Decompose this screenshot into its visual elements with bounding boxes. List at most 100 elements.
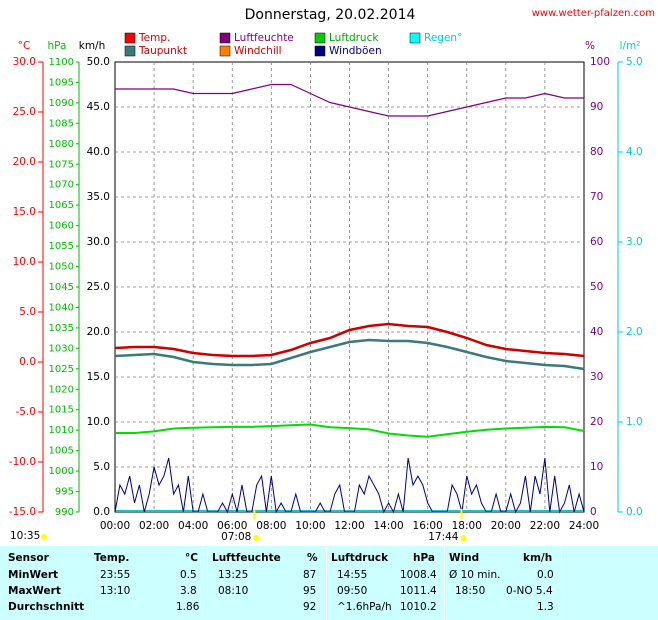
wind-tick-label: 0.0 xyxy=(93,506,110,518)
stats-header-temp-unit: °C xyxy=(185,552,198,564)
series-wind-line xyxy=(114,457,585,514)
stats-row-label: MinWert xyxy=(8,569,59,581)
stats-hum-value: 92 xyxy=(303,601,317,613)
unit-celsius: °C xyxy=(18,40,31,52)
legend-label: Windböen xyxy=(329,45,382,57)
stats-wind-value: 1.3 xyxy=(537,601,554,613)
pct-tick-label: 10 xyxy=(590,461,603,473)
time-tick-label: 14:00 xyxy=(373,520,403,532)
stats-hum-value: 95 xyxy=(303,585,317,597)
sun-marker-label: 07:08 xyxy=(221,531,251,543)
time-tick-label: 10:00 xyxy=(295,520,325,532)
stats-row-label: Durchschnitt xyxy=(8,601,85,613)
legend-label: Regen° xyxy=(424,32,462,44)
legend-swatch xyxy=(219,32,231,44)
stats-wind-time: Ø 10 min. xyxy=(449,569,501,581)
celsius-tick-label: 30.0 xyxy=(13,56,36,68)
legend-label: Temp. xyxy=(138,32,170,44)
legend-swatch xyxy=(409,32,421,44)
time-tick-label: 08:00 xyxy=(256,520,286,532)
rain-tick-label: 3.0 xyxy=(626,236,643,248)
time-tick-label: 16:00 xyxy=(413,520,443,532)
series-humidity-line xyxy=(115,83,584,117)
hpa-tick-label: 1055 xyxy=(49,241,74,252)
celsius-tick-label: -5.0 xyxy=(16,406,37,418)
chart-title: Donnerstag, 20.02.2014 xyxy=(245,7,416,23)
pct-tick-label: 70 xyxy=(590,191,603,203)
hpa-tick-label: 1060 xyxy=(49,221,74,232)
stats-header-press: Luftdruck xyxy=(331,552,389,564)
stats-temp-value: 0.5 xyxy=(180,569,197,581)
time-tick-label: 04:00 xyxy=(178,520,208,532)
wind-tick-label: 15.0 xyxy=(87,371,110,383)
pct-tick-label: 0 xyxy=(590,506,597,518)
hpa-tick-label: 1000 xyxy=(49,466,74,477)
legend-label: Windchill xyxy=(234,45,282,57)
hpa-tick-label: 1015 xyxy=(49,405,74,416)
hpa-tick-label: 1045 xyxy=(49,282,74,293)
legend-swatch xyxy=(219,45,231,57)
time-tick-label: 02:00 xyxy=(139,520,169,532)
time-tick-label: 06:00 xyxy=(217,520,247,532)
unit-rain: l/m² xyxy=(620,40,641,52)
stats-press-time: 09:50 xyxy=(337,585,368,597)
celsius-tick-label: 10.0 xyxy=(13,256,36,268)
hpa-tick-label: 1065 xyxy=(49,200,74,211)
stats-press-value: 1008.4 xyxy=(400,569,437,581)
wind-tick-label: 30.0 xyxy=(87,236,110,248)
series-temp-line xyxy=(114,322,585,358)
wind-tick-label: 25.0 xyxy=(87,281,110,293)
sun-marker-label: 10:35 xyxy=(10,530,40,542)
legend-swatch xyxy=(314,45,326,57)
stats-table: Sensor Temp. °C Luftfeuchte % Luftdruck … xyxy=(0,546,658,620)
stats-temp-time: 23:55 xyxy=(100,569,131,581)
hpa-tick-label: 1095 xyxy=(49,77,74,88)
weather-chart: Donnerstag, 20.02.2014 www.wetter-pfalzen… xyxy=(9,7,655,543)
chart-svg: Donnerstag, 20.02.2014 www.wetter-pfalzen… xyxy=(9,7,655,543)
celsius-tick-label: 0.0 xyxy=(19,356,36,368)
stats-temp-value: 1.86 xyxy=(176,601,200,613)
pct-tick-label: 90 xyxy=(590,101,603,113)
unit-pct: % xyxy=(585,40,595,52)
hpa-tick-label: 1050 xyxy=(49,262,74,273)
stats-hum-value: 87 xyxy=(303,569,317,581)
unit-wind: km/h xyxy=(79,40,106,52)
legend-label: Taupunkt xyxy=(138,45,187,57)
stats-header-press-unit: hPa xyxy=(413,552,435,564)
hpa-tick-label: 1085 xyxy=(49,118,74,129)
sun-dot-icon xyxy=(253,535,260,541)
celsius-tick-label: -15.0 xyxy=(9,506,36,518)
stats-temp-time: 13:10 xyxy=(100,585,131,597)
pct-tick-label: 40 xyxy=(590,326,603,338)
pct-tick-label: 30 xyxy=(590,371,603,383)
stats-header-temp: Temp. xyxy=(94,552,130,564)
hpa-tick-label: 990 xyxy=(55,507,74,518)
hpa-tick-label: 1075 xyxy=(49,159,74,170)
wind-tick-label: 50.0 xyxy=(87,56,110,68)
rain-tick-label: 4.0 xyxy=(626,146,643,158)
time-tick-label: 18:00 xyxy=(452,520,482,532)
celsius-tick-label: -10.0 xyxy=(9,456,36,468)
unit-hpa: hPa xyxy=(48,40,67,52)
pct-tick-label: 80 xyxy=(590,146,603,158)
hpa-tick-label: 1100 xyxy=(49,57,74,68)
sun-dot-icon xyxy=(41,534,47,540)
stats-header-hum: Luftfeuchte xyxy=(212,552,281,564)
stats-hum-time: 08:10 xyxy=(218,585,249,597)
hpa-tick-label: 1040 xyxy=(49,302,74,313)
hpa-tick-label: 995 xyxy=(55,487,74,498)
series-dewpoint-line xyxy=(114,338,585,371)
time-tick-label: 22:00 xyxy=(530,520,560,532)
stats-wind-time: 18:50 xyxy=(455,585,486,597)
legend-label: Luftdruck xyxy=(329,32,379,44)
pct-tick-label: 100 xyxy=(590,56,610,68)
legend-swatch xyxy=(124,45,136,57)
wind-tick-label: 10.0 xyxy=(87,416,110,428)
stats-wind-value: 0.0 xyxy=(537,569,554,581)
celsius-tick-label: 5.0 xyxy=(19,306,36,318)
legend-swatch xyxy=(124,32,136,44)
stats-press-time: 14:55 xyxy=(337,569,368,581)
celsius-tick-label: 15.0 xyxy=(13,206,36,218)
series-pressure-line xyxy=(115,423,585,438)
legend-swatch xyxy=(314,32,326,44)
